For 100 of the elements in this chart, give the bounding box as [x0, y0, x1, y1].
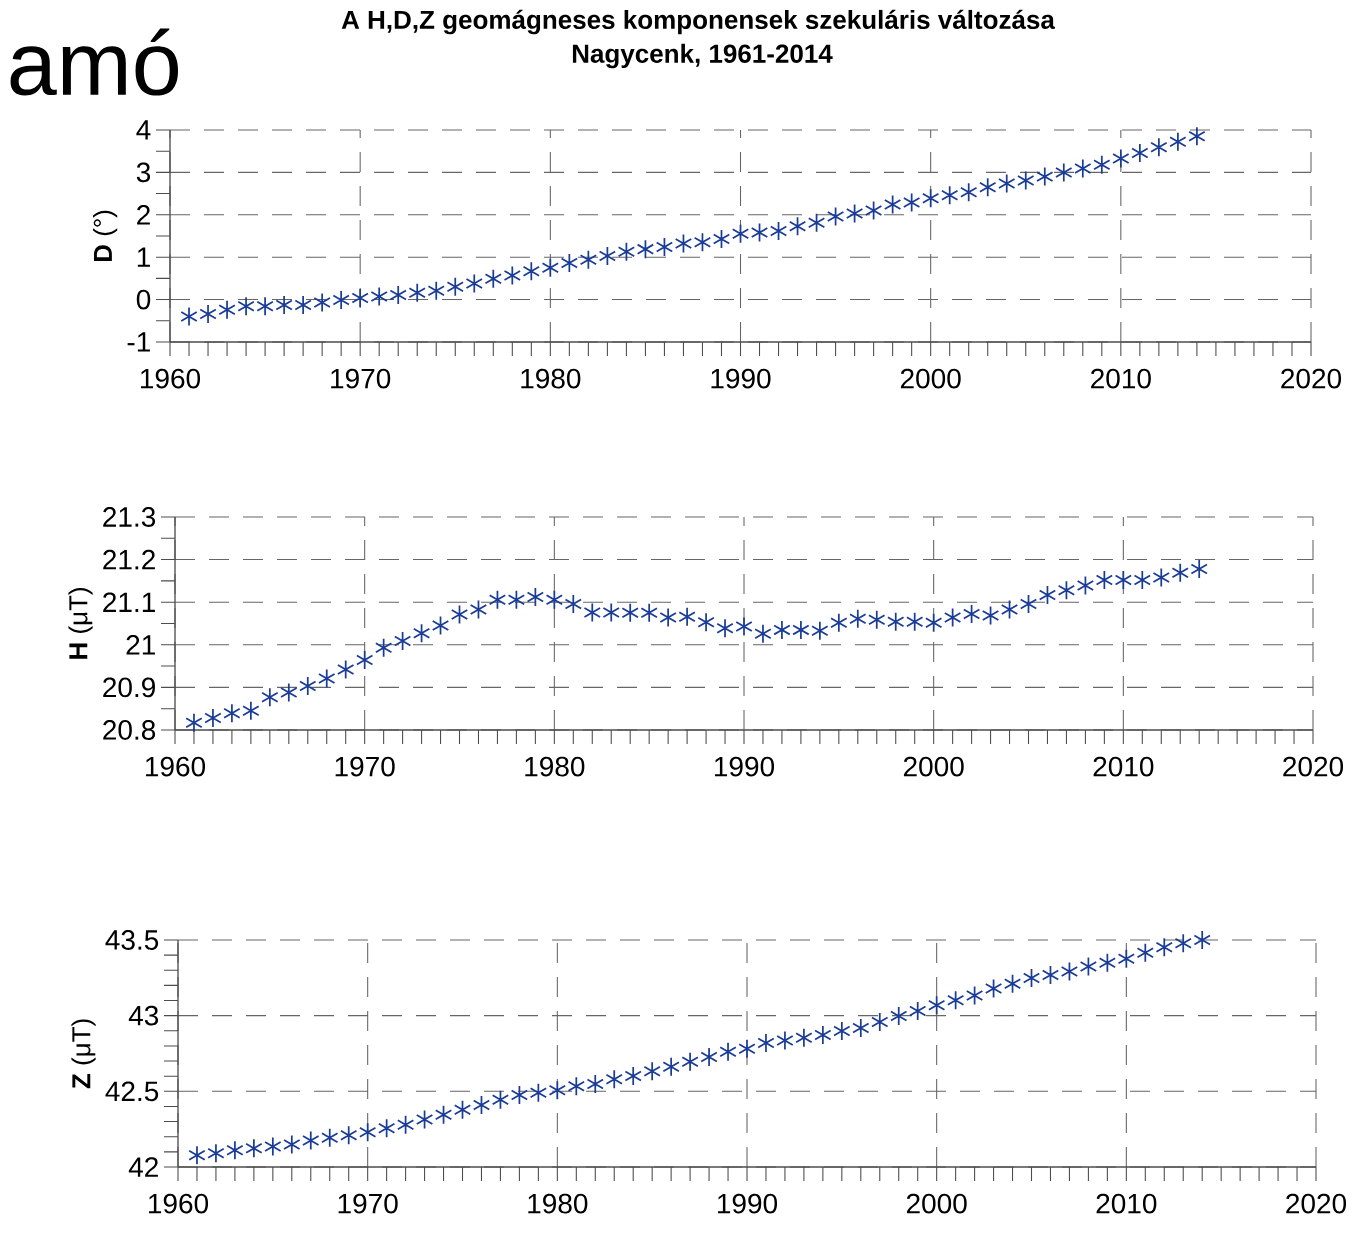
y-tick-label: 21 [126, 635, 155, 655]
point [1117, 948, 1135, 969]
point [245, 1138, 263, 1159]
point [340, 1125, 358, 1146]
point [256, 296, 274, 317]
point [925, 612, 943, 633]
point [321, 1127, 339, 1148]
point [1036, 166, 1054, 187]
point [377, 1118, 396, 1139]
point [283, 1134, 301, 1155]
y-tick-label: -1 [127, 332, 150, 352]
point [852, 1018, 870, 1038]
point [681, 1051, 699, 1072]
point [1055, 162, 1073, 183]
point [545, 589, 563, 610]
point [962, 604, 981, 624]
point [1155, 937, 1173, 958]
point [299, 676, 317, 696]
y-tick-label: 42 [128, 1157, 158, 1177]
y-tick-label: 43.5 [105, 930, 159, 950]
point [960, 182, 978, 203]
x-tick-label: 2010 [1093, 756, 1154, 777]
y-tick-label: 21.3 [103, 507, 156, 527]
chart-subtitle: Nagycenk, 1961-2014 [572, 43, 833, 69]
point [659, 607, 677, 628]
x-tick-label: 1980 [521, 368, 581, 389]
point [313, 292, 331, 313]
x-tick-label: 2020 [1283, 756, 1344, 777]
point [1003, 973, 1022, 994]
point [887, 611, 905, 632]
point [773, 620, 791, 640]
point [883, 194, 902, 215]
point [998, 173, 1016, 194]
point [503, 265, 521, 286]
text: amó [10, 28, 178, 96]
point [602, 602, 620, 623]
point [510, 1085, 529, 1105]
point [294, 295, 312, 315]
point [750, 222, 769, 243]
point [332, 290, 350, 310]
point [1152, 567, 1170, 588]
point [693, 232, 712, 253]
point [1079, 956, 1098, 977]
x-tick-label: 1970 [335, 756, 395, 777]
x-tick-label: 2020 [1281, 368, 1342, 389]
point [431, 615, 450, 636]
point [396, 1114, 415, 1135]
point [902, 192, 921, 213]
point [522, 261, 540, 282]
point [1022, 968, 1041, 988]
point [984, 978, 1003, 999]
point [1076, 575, 1095, 596]
point [507, 589, 526, 610]
x-tick-label: 1960 [145, 756, 206, 777]
point [826, 206, 845, 227]
point [909, 1001, 927, 1021]
point [204, 708, 222, 728]
point [807, 212, 826, 233]
point [529, 1082, 548, 1103]
point [188, 1145, 206, 1166]
point [586, 1074, 604, 1094]
point [738, 1038, 756, 1059]
point [579, 249, 598, 270]
point [906, 611, 924, 632]
point [757, 1033, 775, 1053]
point [1131, 143, 1149, 163]
y-tick-label: 0 [136, 289, 151, 310]
point [484, 268, 502, 289]
point [792, 620, 810, 640]
point [1114, 570, 1132, 590]
point [1169, 131, 1187, 152]
y-tick-label: 20.9 [103, 677, 155, 698]
point [560, 253, 579, 273]
point [261, 687, 279, 708]
point [548, 1080, 566, 1101]
point [845, 203, 864, 224]
x-tick-label: 2020 [1286, 1193, 1347, 1214]
point [1057, 580, 1076, 601]
point [890, 1006, 908, 1026]
x-tick-label: 1960 [148, 1193, 209, 1214]
point [393, 631, 412, 651]
point [776, 1030, 794, 1051]
point [1038, 585, 1057, 605]
point [180, 306, 198, 327]
point [488, 589, 507, 610]
y-tick-label: 1 [137, 247, 150, 267]
point [564, 594, 582, 614]
point [811, 620, 829, 641]
x-tick-label: 1980 [525, 756, 585, 777]
point [981, 605, 1000, 626]
y-tick-label: 3 [136, 162, 151, 183]
point [356, 650, 374, 670]
y-tick-label: 43 [128, 1005, 159, 1026]
point [922, 188, 940, 209]
point [415, 1109, 434, 1130]
point [218, 299, 236, 320]
point [1095, 570, 1114, 590]
point [453, 1099, 472, 1120]
point [697, 612, 715, 633]
y-axis-title: H (μT) [68, 588, 93, 659]
